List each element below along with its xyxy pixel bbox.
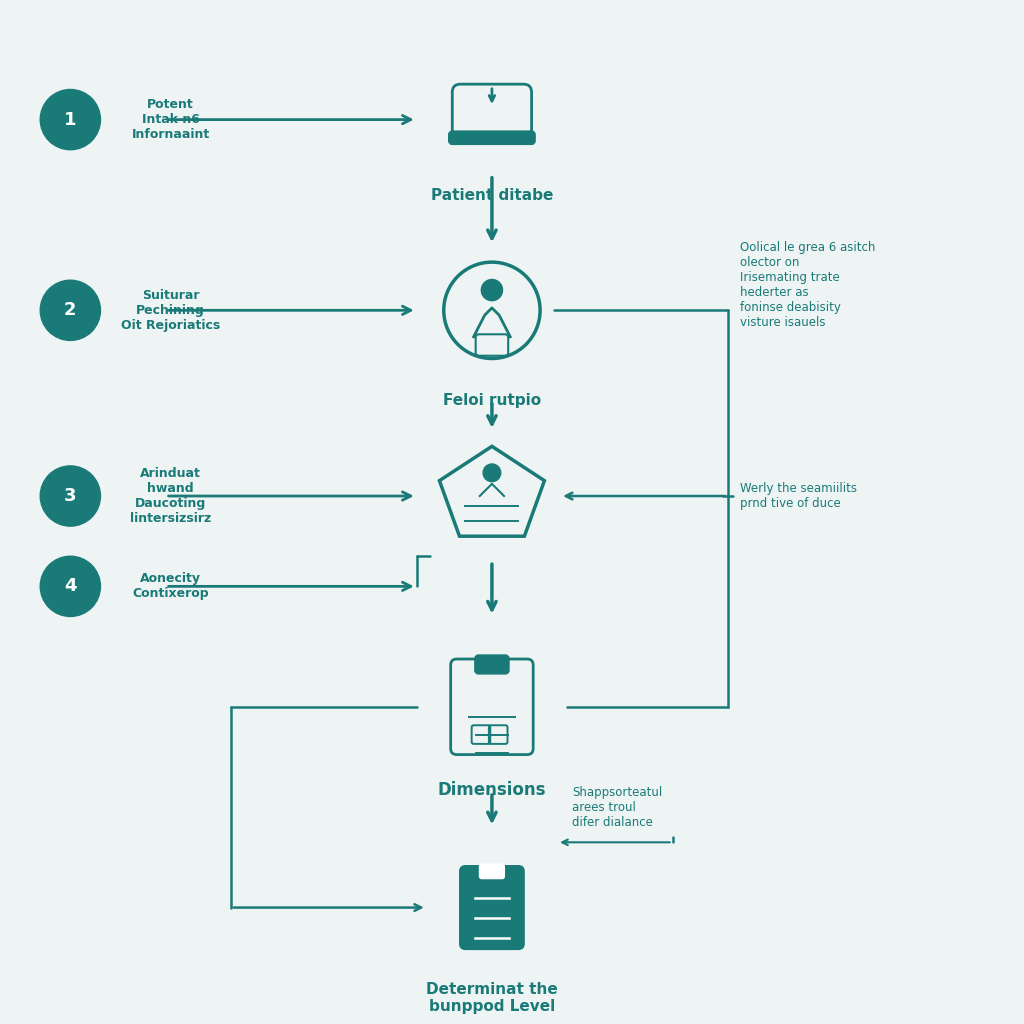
Text: Oolical le grea 6 asitch
olector on
Irisemating trate
hederter as
foninse deabis: Oolical le grea 6 asitch olector on Iris… bbox=[740, 242, 876, 330]
FancyBboxPatch shape bbox=[450, 132, 535, 143]
FancyBboxPatch shape bbox=[461, 866, 523, 948]
Text: 1: 1 bbox=[65, 111, 77, 129]
Text: Shappsorteatul
arees troul
difer dialance: Shappsorteatul arees troul difer dialanc… bbox=[572, 785, 663, 828]
Text: Werly the seamiilits
prnd tive of duce: Werly the seamiilits prnd tive of duce bbox=[740, 482, 857, 510]
Circle shape bbox=[481, 280, 503, 301]
Text: 4: 4 bbox=[65, 578, 77, 595]
Text: 3: 3 bbox=[65, 487, 77, 505]
Text: Determinat the
bunppod Level: Determinat the bunppod Level bbox=[426, 982, 558, 1014]
Circle shape bbox=[483, 464, 501, 481]
Text: Suiturar
Pechining
Oit Rejoriatics: Suiturar Pechining Oit Rejoriatics bbox=[121, 289, 220, 332]
Text: Feloi rutpio: Feloi rutpio bbox=[442, 392, 541, 408]
FancyBboxPatch shape bbox=[480, 864, 504, 879]
Text: 2: 2 bbox=[65, 301, 77, 319]
Text: Arinduat
hwand
Daucoting
lintersizsirz: Arinduat hwand Daucoting lintersizsirz bbox=[130, 467, 211, 525]
Text: Patient ditabe: Patient ditabe bbox=[431, 187, 553, 203]
Circle shape bbox=[40, 281, 100, 340]
FancyBboxPatch shape bbox=[475, 655, 508, 673]
Circle shape bbox=[40, 466, 100, 526]
Circle shape bbox=[40, 89, 100, 150]
Text: Dimensions: Dimensions bbox=[437, 781, 546, 799]
Text: Potent
Intak n6
Infornaaint: Potent Intak n6 Infornaaint bbox=[132, 98, 210, 141]
Circle shape bbox=[40, 556, 100, 616]
Text: Aonecity
Contixerop: Aonecity Contixerop bbox=[132, 572, 209, 600]
